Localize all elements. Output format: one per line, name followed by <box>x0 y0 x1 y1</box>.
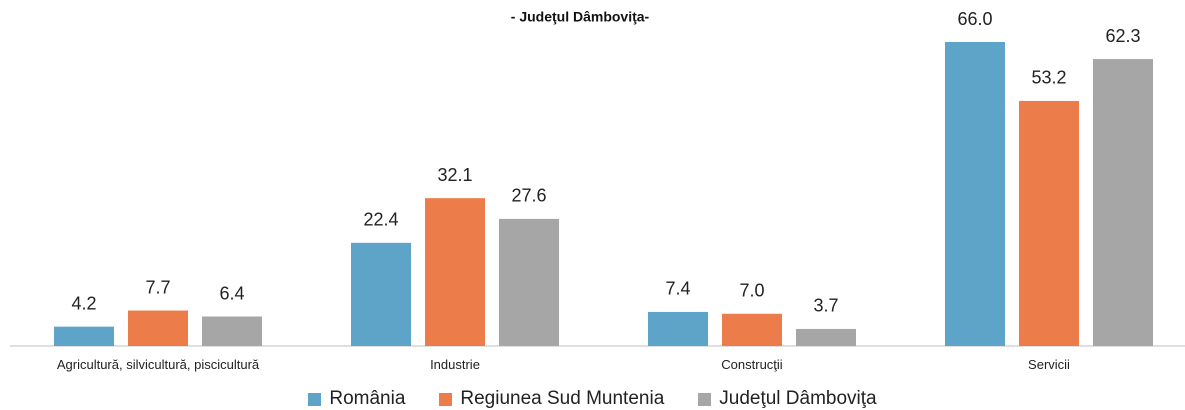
legend-label: Regiunea Sud Muntenia <box>460 388 665 409</box>
bar <box>1093 59 1153 347</box>
bar <box>945 42 1005 346</box>
data-label: 62.3 <box>1105 26 1140 46</box>
x-tick-label: Servicii <box>1028 357 1070 372</box>
bar <box>648 311 708 346</box>
legend-item: Judeţul Dâmboviţa <box>698 388 877 410</box>
data-label: 27.6 <box>511 186 546 206</box>
data-label: 32.1 <box>437 165 472 185</box>
data-label: 53.2 <box>1031 68 1066 88</box>
data-label: 7.0 <box>739 281 764 301</box>
data-label: 22.4 <box>363 210 398 230</box>
x-tick-label: Construcţii <box>721 357 783 372</box>
legend-item: Regiunea Sud Muntenia <box>439 388 664 410</box>
legend-label: România <box>329 388 406 409</box>
bar <box>351 242 411 346</box>
x-tick-label: Agricultură, silvicultură, piscicultură <box>56 357 260 372</box>
data-label: 7.7 <box>145 277 170 297</box>
data-label: 7.4 <box>665 279 690 299</box>
bar <box>128 310 188 346</box>
x-tick-label: Industrie <box>430 357 480 372</box>
legend: România Regiunea Sud Muntenia Judeţul Dâmb… <box>0 388 1185 410</box>
legend-swatch <box>698 392 712 406</box>
bar <box>722 313 782 346</box>
chart-subtitle: - Judeţul Dâmboviţa- <box>511 9 650 25</box>
data-label: 6.4 <box>219 283 244 303</box>
bar <box>54 326 114 346</box>
legend-label: Judeţul Dâmboviţa <box>719 388 877 409</box>
legend-swatch <box>308 392 322 406</box>
bar <box>796 328 856 346</box>
bar <box>425 198 485 346</box>
legend-swatch <box>439 392 453 406</box>
bar <box>202 316 262 346</box>
data-label: 4.2 <box>71 293 96 313</box>
legend-item: România <box>308 388 405 410</box>
data-label: 3.7 <box>813 296 838 316</box>
data-label: 66.0 <box>957 9 992 29</box>
bar <box>499 218 559 346</box>
bar <box>1019 100 1079 346</box>
